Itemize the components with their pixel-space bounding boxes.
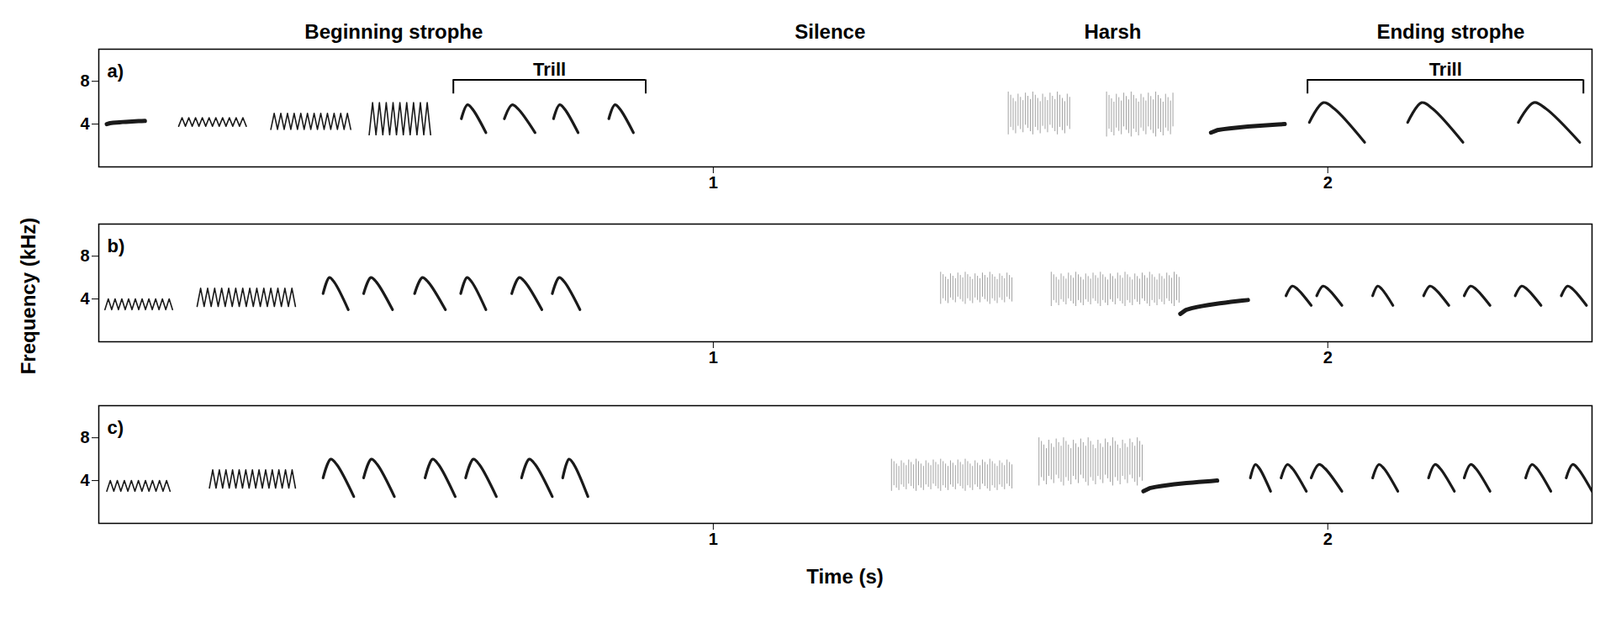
svg-text:8: 8 [79,71,90,90]
svg-text:2: 2 [1323,173,1333,192]
svg-text:Ending strophe: Ending strophe [1376,20,1525,43]
svg-text:b): b) [107,235,126,257]
svg-text:Trill: Trill [533,58,566,80]
svg-text:Silence: Silence [794,20,866,43]
svg-text:Beginning strophe: Beginning strophe [304,20,483,43]
html-text:Time (s): Time (s) [806,565,884,588]
svg-text:2: 2 [1323,529,1333,549]
svg-text:1: 1 [708,348,719,367]
svg-text:c): c) [107,417,125,439]
svg-text:8: 8 [79,246,90,265]
svg-text:2: 2 [1323,348,1333,367]
svg-text:Trill: Trill [1429,58,1463,80]
svg-text:4: 4 [79,470,90,490]
svg-text:a): a) [107,60,125,82]
svg-text:4: 4 [79,114,90,133]
svg-text:4: 4 [79,289,90,308]
svg-text:1: 1 [708,173,719,192]
svg-text:Harsh: Harsh [1083,20,1141,43]
html-text:Frequency (kHz): Frequency (kHz) [16,217,40,375]
svg-text:8: 8 [79,427,90,447]
svg-text:1: 1 [708,529,719,549]
